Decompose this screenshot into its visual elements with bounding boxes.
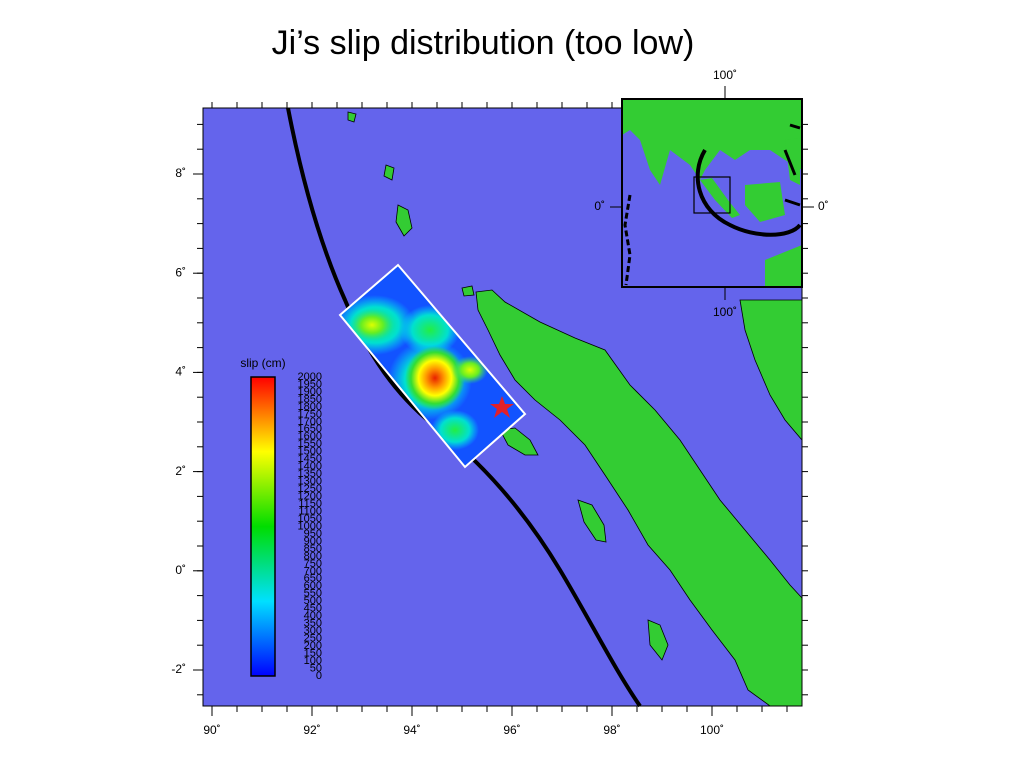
lat-label: 8˚ xyxy=(175,166,186,180)
colorbar-tick-label: 950 xyxy=(304,528,322,540)
colorbar-tick-label: 650 xyxy=(304,573,322,585)
fault-plane-outline xyxy=(338,263,527,469)
colorbar-tick-label: 1650 xyxy=(298,423,322,435)
colorbar-tick-label: 250 xyxy=(304,633,322,645)
colorbar-tick-label: 1050 xyxy=(298,513,322,525)
inset-lon-label: 100˚ xyxy=(713,68,737,82)
lon-label: 90˚ xyxy=(203,723,220,737)
inset-lat-label: 0˚ xyxy=(818,199,829,213)
colorbar-tick-label: 1400 xyxy=(298,461,322,473)
inset-lat-label: 0˚ xyxy=(594,199,605,213)
colorbar-tick-label: 1100 xyxy=(298,505,322,517)
map-frame xyxy=(202,107,803,707)
colorbar-tick-label: 1900 xyxy=(298,386,322,398)
colorbar-tick-label: 1850 xyxy=(298,393,322,405)
colorbar-tick-label: 2000 xyxy=(298,371,322,383)
title: Ji’s slip distribution (too low) xyxy=(272,24,695,62)
lon-label: 94˚ xyxy=(403,723,420,737)
lon-label: 98˚ xyxy=(603,723,620,737)
lat-label: 6˚ xyxy=(175,265,186,279)
inset-study-box xyxy=(693,176,731,214)
lat-label: -2˚ xyxy=(171,662,186,676)
colorbar-tick-label: 300 xyxy=(304,625,322,637)
colorbar-tick-label: 1800 xyxy=(298,401,322,413)
colorbar-ticks: 0501001502002503003504004505005506006507… xyxy=(298,371,322,682)
colorbar-tick-label: 1300 xyxy=(298,476,322,488)
axes: 8˚ 6˚ 4˚ 2˚ 0˚ -2˚ 90˚ 92˚ 94˚ 96˚ 98˚ 100˚ xyxy=(171,102,808,737)
colorbar-tick-label: 100 xyxy=(304,655,322,667)
colorbar xyxy=(250,376,276,677)
colorbar-tick-label: 550 xyxy=(304,588,322,600)
inset-trench-east xyxy=(783,123,801,207)
colorbar-tick-label: 1700 xyxy=(298,416,322,428)
colorbar-tick-label: 850 xyxy=(304,543,322,555)
colorbar-tick-label: 1450 xyxy=(298,453,322,465)
colorbar-tick-label: 1250 xyxy=(298,483,322,495)
lon-label: 92˚ xyxy=(303,723,320,737)
colorbar-tick-label: 750 xyxy=(304,558,322,570)
lon-label: 100˚ xyxy=(700,723,724,737)
colorbar-tick-label: 50 xyxy=(310,662,322,674)
colorbar-tick-label: 150 xyxy=(304,647,322,659)
colorbar-tick-label: 1600 xyxy=(298,431,322,443)
colorbar-tick-label: 1200 xyxy=(298,491,322,503)
lon-label: 96˚ xyxy=(503,723,520,737)
inset-frame xyxy=(621,98,803,288)
colorbar-tick-label: 1000 xyxy=(298,520,322,532)
lat-label: 0˚ xyxy=(175,563,186,577)
colorbar-tick-label: 1950 xyxy=(298,378,322,390)
colorbar-label: slip (cm) xyxy=(240,356,285,370)
colorbar-tick-label: 450 xyxy=(304,603,322,615)
colorbar-tick-label: 200 xyxy=(304,640,322,652)
colorbar-tick-label: 800 xyxy=(304,550,322,562)
colorbar-tick-label: 600 xyxy=(304,580,322,592)
inset-trench xyxy=(695,148,802,237)
lat-label: 4˚ xyxy=(175,365,186,379)
epicenter xyxy=(490,396,514,418)
colorbar-tick-label: 1500 xyxy=(298,446,322,458)
inset-lon-label: 100˚ xyxy=(713,305,737,319)
colorbar-tick-label: 900 xyxy=(304,535,322,547)
lat-label: 2˚ xyxy=(175,464,186,478)
colorbar-tick-label: 1150 xyxy=(298,498,322,510)
colorbar-tick-label: 700 xyxy=(304,565,322,577)
colorbar-tick-label: 1750 xyxy=(298,408,322,420)
inset-ridge xyxy=(623,194,632,286)
inset: 100˚ 100˚ 0˚ 0˚ xyxy=(594,68,828,319)
colorbar-tick-label: 400 xyxy=(304,610,322,622)
land xyxy=(347,111,803,707)
colorbar-tick-label: 0 xyxy=(316,670,322,682)
colorbar-tick-label: 1350 xyxy=(298,468,322,480)
colorbar-tick-label: 1550 xyxy=(298,438,322,450)
colorbar-tick-label: 350 xyxy=(304,618,322,630)
colorbar-tick-label: 500 xyxy=(304,595,322,607)
